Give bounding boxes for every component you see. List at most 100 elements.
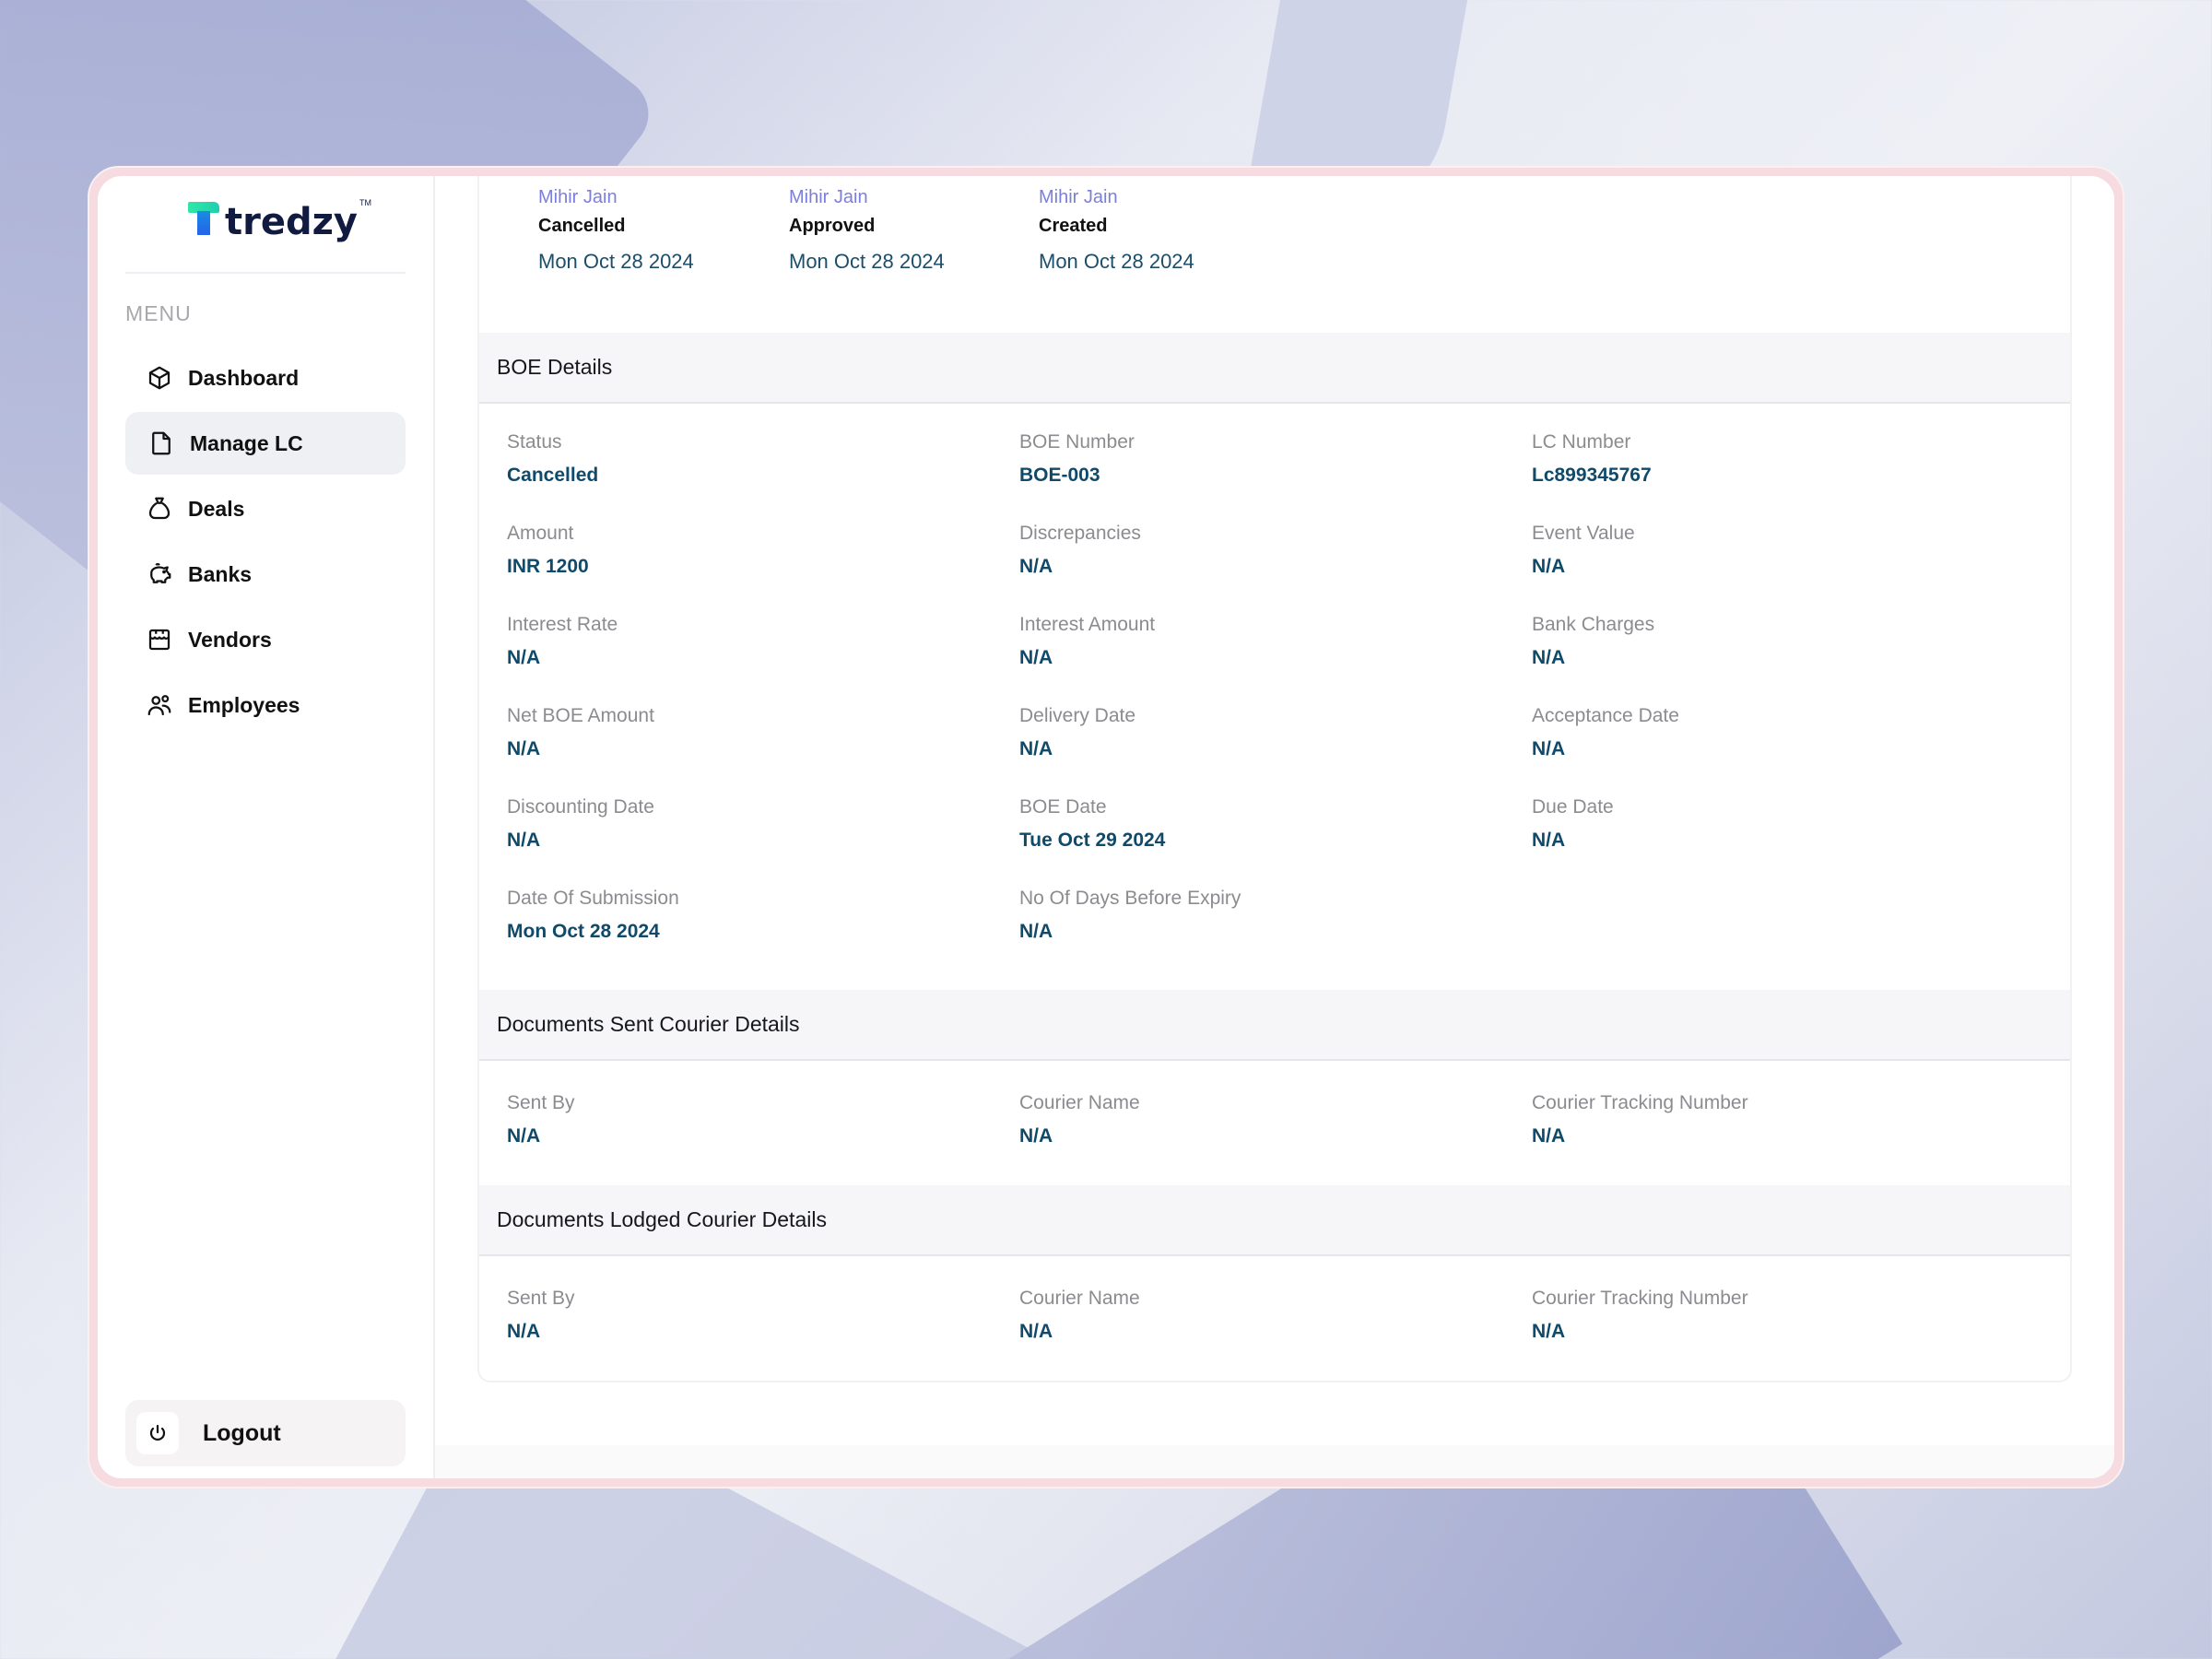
field-value: Tue Oct 29 2024 [1019, 830, 1166, 851]
history-timeline: Mihir Jain Cancelled Mon Oct 28 2024 Mih… [479, 176, 2070, 333]
field-boe-date: BOE Date Tue Oct 29 2024 [1019, 794, 1532, 886]
field-label: Interest Amount [1019, 614, 1156, 635]
field-value: N/A [1532, 830, 1566, 851]
field-value: Mon Oct 28 2024 [507, 921, 660, 942]
field-label: Date Of Submission [507, 888, 679, 909]
field-value: N/A [507, 830, 541, 851]
field-sent-by: Sent By N/A [507, 1090, 1019, 1182]
field-value: N/A [507, 647, 541, 668]
sidebar-item-banks[interactable]: Banks [125, 543, 406, 606]
field-value: N/A [507, 738, 541, 759]
brand-logo[interactable]: tredzy TM [125, 176, 406, 241]
history-entry: Mihir Jain Created Mon Oct 28 2024 [1039, 187, 1194, 274]
field-bank-charges: Bank Charges N/A [1532, 612, 2044, 703]
field-label: Discrepancies [1019, 523, 1141, 544]
field-label: Delivery Date [1019, 705, 1136, 726]
history-user[interactable]: Mihir Jain [1039, 187, 1118, 207]
sidebar-item-label: Deals [188, 496, 245, 521]
piggy-bank-icon [150, 563, 171, 583]
file-icon [152, 431, 171, 455]
sidebar-item-label: Manage LC [190, 430, 303, 455]
history-date: Mon Oct 28 2024 [538, 250, 694, 273]
field-label: LC Number [1532, 431, 1631, 453]
lc-detail-card: Mihir Jain Cancelled Mon Oct 28 2024 Mih… [477, 176, 2072, 1382]
field-value: N/A [507, 1321, 541, 1342]
field-value: Cancelled [507, 465, 599, 486]
field-boe-number: BOE Number BOE-003 [1019, 429, 1532, 521]
boe-details-grid: Status Cancelled BOE Number BOE-003 LC Num… [479, 404, 2070, 990]
field-delivery-date: Delivery Date N/A [1019, 703, 1532, 794]
history-status: Created [1039, 216, 1108, 236]
sidebar: tredzy TM MENU Dashboard Manage LC Deals… [98, 176, 435, 1478]
field-days-before-expiry: No Of Days Before Expiry N/A [1019, 886, 1532, 977]
brand-name: tredzy [225, 201, 358, 243]
field-label: Courier Tracking Number [1532, 1092, 1748, 1113]
field-due-date: Due Date N/A [1532, 794, 2044, 886]
field-value: BOE-003 [1019, 465, 1100, 486]
field-lc-number: LC Number Lc899345767 [1532, 429, 2044, 521]
sidebar-item-dashboard[interactable]: Dashboard [125, 347, 406, 409]
field-value: N/A [1532, 556, 1566, 577]
main-content[interactable]: Mihir Jain Cancelled Mon Oct 28 2024 Mih… [435, 176, 2114, 1478]
main-footer [435, 1445, 2114, 1478]
history-status: Approved [789, 216, 876, 236]
sidebar-item-manage-lc[interactable]: Manage LC [125, 412, 406, 475]
field-acceptance-date: Acceptance Date N/A [1532, 703, 2044, 794]
sidebar-divider [125, 272, 406, 274]
field-label: No Of Days Before Expiry [1019, 888, 1241, 909]
field-value: N/A [1019, 738, 1053, 759]
cube-icon [148, 366, 171, 390]
field-label: Sent By [507, 1092, 575, 1113]
field-label: Discounting Date [507, 796, 654, 818]
docs-sent-grid: Sent By N/A Courier Name N/A Courier Track… [479, 1061, 2070, 1185]
field-net-boe-amount: Net BOE Amount N/A [507, 703, 1019, 794]
app-frame: tredzy TM MENU Dashboard Manage LC Deals… [88, 166, 2124, 1488]
field-value: INR 1200 [507, 556, 589, 577]
sidebar-item-vendors[interactable]: Vendors [125, 608, 406, 671]
section-header-docs-sent: Documents Sent Courier Details [479, 990, 2070, 1061]
sidebar-item-label: Dashboard [188, 365, 300, 390]
history-entry: Mihir Jain Approved Mon Oct 28 2024 [789, 187, 945, 274]
field-label: Interest Rate [507, 614, 618, 635]
field-sent-by: Sent By N/A [507, 1286, 1019, 1377]
field-value: N/A [1019, 1125, 1053, 1147]
field-label: BOE Date [1019, 796, 1107, 818]
history-user[interactable]: Mihir Jain [538, 187, 618, 207]
field-value: N/A [507, 1125, 541, 1147]
field-value: Lc899345767 [1532, 465, 1652, 486]
field-value: N/A [1019, 1321, 1053, 1342]
history-status: Cancelled [538, 216, 626, 236]
field-discrepancies: Discrepancies N/A [1019, 521, 1532, 612]
sidebar-item-label: Banks [188, 561, 253, 586]
history-user[interactable]: Mihir Jain [789, 187, 868, 207]
field-courier-name: Courier Name N/A [1019, 1286, 1532, 1377]
section-header-docs-lodged: Documents Lodged Courier Details [479, 1185, 2070, 1256]
section-header-boe-details: BOE Details [479, 333, 2070, 404]
field-discounting-date: Discounting Date N/A [507, 794, 1019, 886]
field-label: Courier Tracking Number [1532, 1288, 1748, 1309]
menu-label: MENU [125, 301, 192, 325]
field-value: N/A [1019, 556, 1053, 577]
field-interest-rate: Interest Rate N/A [507, 612, 1019, 703]
field-courier-name: Courier Name N/A [1019, 1090, 1532, 1182]
field-label: BOE Number [1019, 431, 1135, 453]
field-value: N/A [1532, 738, 1566, 759]
sidebar-item-deals[interactable]: Deals [125, 477, 406, 540]
power-icon [149, 1424, 166, 1441]
field-label: Net BOE Amount [507, 705, 654, 726]
field-courier-tracking-number: Courier Tracking Number N/A [1532, 1286, 2044, 1377]
field-label: Event Value [1532, 523, 1635, 544]
field-value: N/A [1532, 1125, 1566, 1147]
field-amount: Amount INR 1200 [507, 521, 1019, 612]
logout-button[interactable]: Logout [125, 1400, 406, 1466]
field-value: N/A [1019, 921, 1053, 942]
field-label: Bank Charges [1532, 614, 1655, 635]
history-date: Mon Oct 28 2024 [1039, 250, 1194, 273]
field-interest-amount: Interest Amount N/A [1019, 612, 1532, 703]
field-label: Due Date [1532, 796, 1614, 818]
field-label: Status [507, 431, 562, 453]
store-icon [148, 629, 171, 651]
docs-lodged-grid: Sent By N/A Courier Name N/A Courier Track… [479, 1256, 2070, 1381]
sidebar-item-employees[interactable]: Employees [125, 674, 406, 736]
field-status: Status Cancelled [507, 429, 1019, 521]
